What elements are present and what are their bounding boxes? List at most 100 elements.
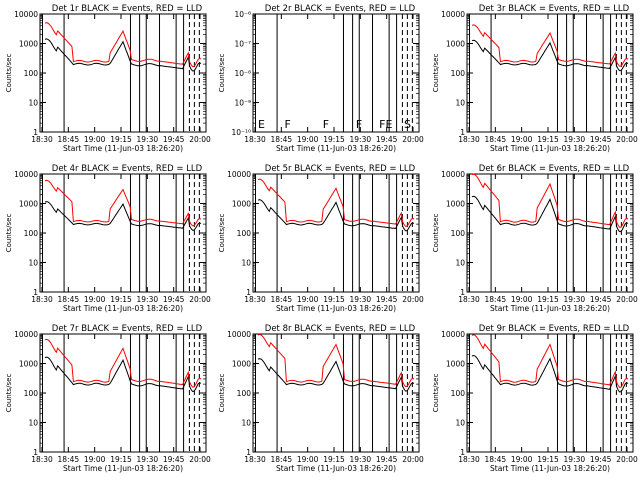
events-series-line (44, 201, 202, 231)
x-tick-label: 19:00 (297, 135, 319, 144)
x-tick-label: 19:30 (564, 455, 586, 464)
x-tick-label: 20:00 (189, 455, 211, 464)
x-tick-label: 18:45 (58, 135, 80, 144)
y-axis-label: Counts/sec (218, 214, 226, 253)
x-tick-label: 19:30 (137, 455, 159, 464)
x-tick-label: 19:00 (297, 455, 319, 464)
y-axis-label: Counts/sec (5, 214, 13, 253)
y-tick-label: 1000 (232, 360, 251, 369)
y-tick-label: 10 (455, 99, 465, 108)
events-series-line (257, 358, 415, 392)
y-tick-label: 1 (246, 288, 251, 297)
x-tick-label: 18:45 (271, 135, 293, 144)
lld-series-line (471, 24, 629, 67)
x-tick-label: 20:00 (616, 135, 638, 144)
x-tick-label: 18:30 (244, 455, 266, 464)
y-tick-label: 10000 (14, 170, 38, 179)
x-tick-label: 18:45 (58, 295, 80, 304)
lld-series-line (44, 338, 202, 388)
x-tick-label: 19:30 (350, 455, 372, 464)
x-tick-label: 19:45 (163, 135, 185, 144)
detector-panel-5: Det 5r BLACK = Events, RED = LLD 1 10 100 10… (218, 164, 424, 313)
y-tick-label: 10 (28, 419, 38, 428)
y-tick-label: 10⁻⁶ (234, 10, 251, 19)
y-tick-label: 1000 (232, 200, 251, 209)
y-tick-label: 100 (237, 229, 252, 238)
y-tick-label: 10 (241, 259, 251, 268)
y-tick-label: 1000 (19, 360, 38, 369)
x-tick-label: 20:00 (402, 455, 424, 464)
events-series-line (471, 195, 629, 233)
panel-title: Det 9r BLACK = Events, RED = LLD (479, 324, 630, 334)
detector-panel-8: Det 8r BLACK = Events, RED = LLD 1 10 100 10… (218, 324, 424, 473)
x-tick-label: 19:30 (137, 135, 159, 144)
events-series-line (257, 199, 415, 232)
x-tick-label: 19:15 (537, 455, 559, 464)
x-tick-label: 20:00 (402, 135, 424, 144)
y-tick-label: 10000 (14, 330, 38, 339)
x-tick-label: 20:00 (616, 455, 638, 464)
flag-label: F (356, 118, 362, 131)
x-tick-label: 20:00 (189, 295, 211, 304)
x-tick-label: 18:45 (271, 455, 293, 464)
plot-frame (252, 13, 420, 133)
y-tick-label: 10000 (441, 330, 465, 339)
y-tick-label: 100 (24, 69, 39, 78)
x-tick-label: 20:00 (189, 135, 211, 144)
panel-title: Det 2r BLACK = Events, RED = LLD (265, 4, 416, 14)
panel-title: Det 7r BLACK = Events, RED = LLD (52, 324, 203, 334)
flag-label: F (285, 118, 291, 131)
y-axis-label: Counts/sec (218, 54, 226, 93)
y-tick-label: 1000 (446, 200, 465, 209)
x-tick-label: 19:15 (110, 295, 132, 304)
panel-title: Det 6r BLACK = Events, RED = LLD (479, 164, 630, 174)
panel-title: Det 3r BLACK = Events, RED = LLD (479, 4, 630, 14)
detector-panel-2: Det 2r BLACK = Events, RED = LLD 10⁻¹⁰ 10⁻… (218, 4, 424, 153)
x-tick-label: 19:15 (323, 295, 345, 304)
x-tick-label: 19:45 (376, 455, 398, 464)
plot-frame (39, 173, 207, 293)
y-tick-label: 1000 (19, 40, 38, 49)
plot-frame (466, 13, 634, 133)
lld-series-line (44, 179, 202, 227)
x-tick-label: 20:00 (616, 295, 638, 304)
y-tick-label: 1 (460, 288, 465, 297)
x-axis-label: Start Time (11-Jun-03 18:26:20) (490, 144, 610, 153)
lld-series-line (257, 333, 415, 388)
x-tick-label: 19:15 (323, 135, 345, 144)
x-tick-label: 19:45 (590, 455, 612, 464)
x-tick-label: 19:45 (163, 295, 185, 304)
y-tick-label: 10 (28, 99, 38, 108)
y-tick-label: 100 (451, 69, 466, 78)
detector-panel-6: Det 6r BLACK = Events, RED = LLD 1 10 100 10… (432, 164, 638, 313)
y-tick-label: 10 (241, 419, 251, 428)
y-tick-label: 1000 (19, 200, 38, 209)
x-tick-label: 20:00 (402, 295, 424, 304)
x-tick-label: 19:45 (376, 295, 398, 304)
lld-series-line (471, 334, 629, 388)
lld-series-line (44, 22, 202, 67)
y-axis-label: Counts/sec (432, 54, 440, 93)
x-tick-label: 19:30 (137, 295, 159, 304)
x-tick-label: 19:00 (511, 135, 533, 144)
x-tick-label: 19:15 (537, 135, 559, 144)
x-tick-label: 18:30 (31, 135, 53, 144)
x-axis-label: Start Time (11-Jun-03 18:26:20) (276, 144, 396, 153)
y-tick-label: 10 (28, 259, 38, 268)
y-tick-label: 10000 (441, 10, 465, 19)
y-tick-label: 1 (246, 448, 251, 457)
events-series-line (471, 39, 629, 72)
y-axis-label: Counts/sec (218, 374, 226, 413)
x-axis-label: Start Time (11-Jun-03 18:26:20) (490, 304, 610, 313)
x-tick-label: 19:15 (537, 295, 559, 304)
lld-series-line (471, 173, 629, 228)
x-tick-label: 19:45 (163, 455, 185, 464)
panel-title: Det 1r BLACK = Events, RED = LLD (52, 4, 203, 14)
plot-frame (252, 173, 420, 293)
x-tick-label: 19:15 (110, 455, 132, 464)
y-tick-label: 100 (451, 229, 466, 238)
events-series-line (471, 354, 629, 393)
y-tick-label: 100 (24, 389, 39, 398)
y-tick-label: 10000 (227, 170, 251, 179)
